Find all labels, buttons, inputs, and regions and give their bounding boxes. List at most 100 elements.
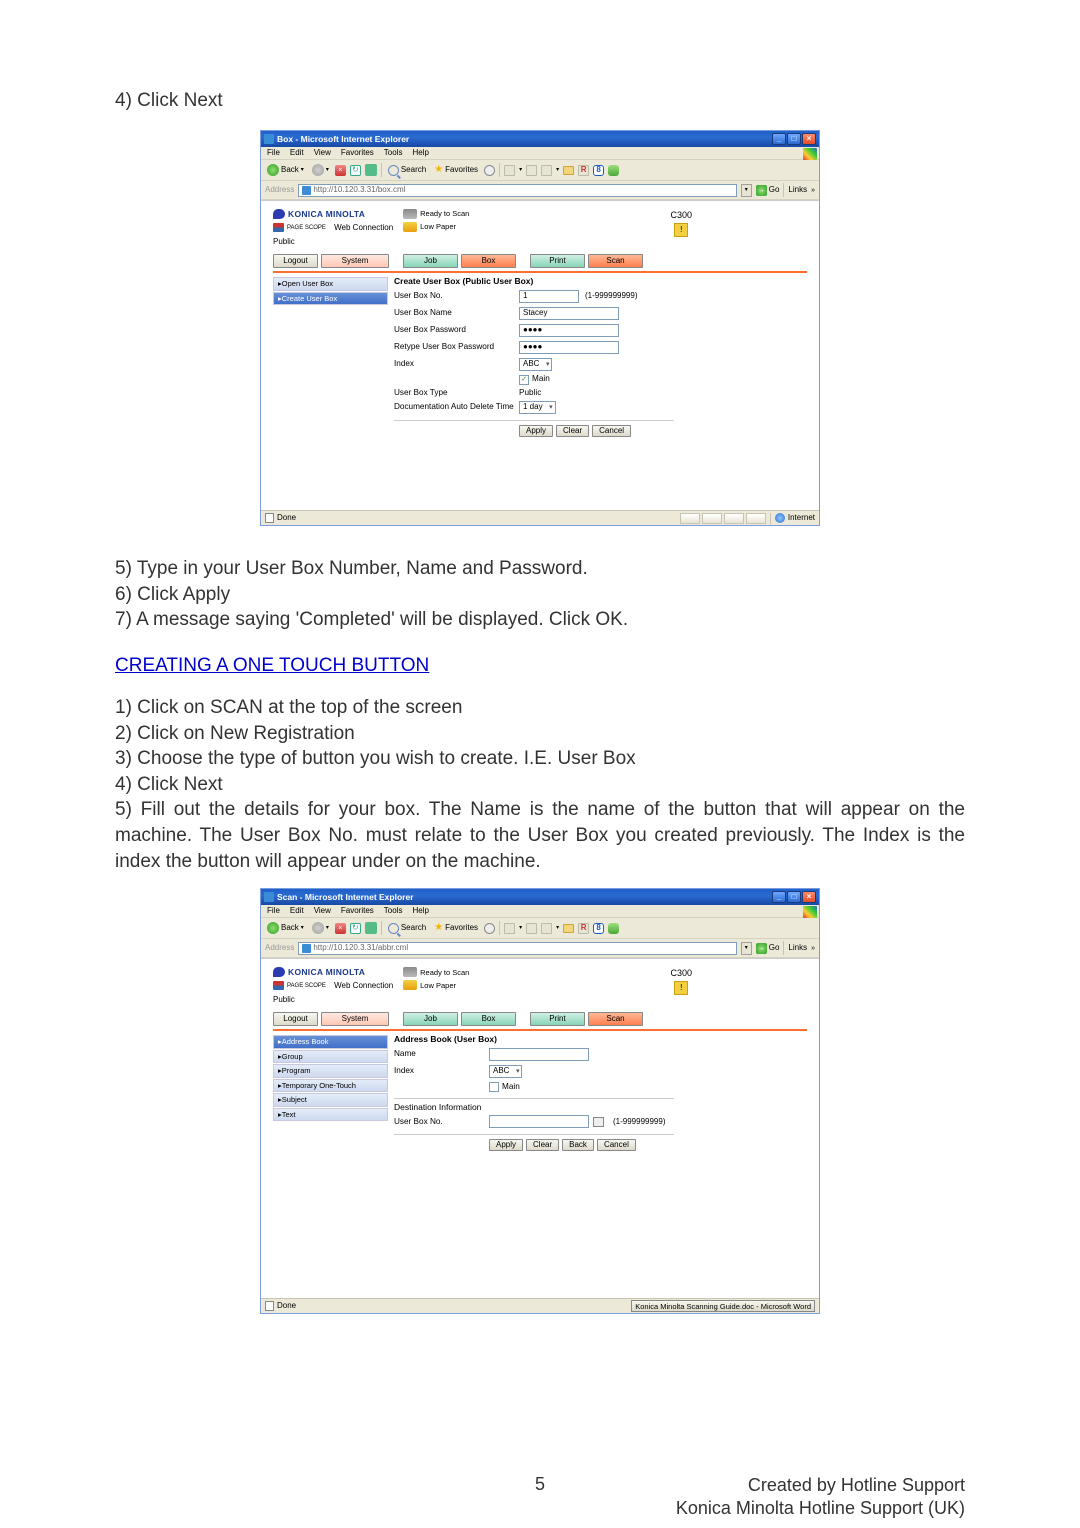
section-heading: CREATING A ONE TOUCH BUTTON [115,655,965,677]
mail-icon[interactable] [504,165,515,176]
home-icon[interactable] [365,164,377,176]
tab-job[interactable]: Job [403,1012,458,1026]
address-dropdown[interactable]: ▾ [741,942,752,955]
cancel-button[interactable]: Cancel [592,425,631,437]
search-button[interactable]: Search [386,922,428,935]
print-icon[interactable] [526,165,537,176]
tab-job[interactable]: Job [403,254,458,268]
menu-edit[interactable]: Edit [290,149,304,157]
forward-button[interactable]: ▾ [310,921,331,935]
apply-button[interactable]: Apply [489,1139,523,1151]
forward-button[interactable]: ▾ [310,163,331,177]
refresh-icon[interactable]: ↻ [350,165,361,176]
history-icon[interactable] [484,923,495,934]
input-box-name[interactable]: Stacey [519,307,619,320]
folder-icon[interactable] [563,924,574,933]
maximize-button[interactable]: □ [787,133,801,145]
select-index[interactable]: ABC [519,358,552,371]
clear-button[interactable]: Clear [556,425,589,437]
home-icon[interactable] [365,922,377,934]
tab-box[interactable]: Box [461,1012,516,1026]
search-button[interactable]: Search [386,164,428,177]
close-button[interactable]: × [802,133,816,145]
sidebar-group[interactable]: ▸Group [273,1050,388,1064]
minimize-button[interactable]: _ [772,891,786,903]
select-deltime[interactable]: 1 day [519,401,556,414]
tab-print[interactable]: Print [530,1012,585,1026]
edit-icon[interactable] [541,923,552,934]
links-label[interactable]: Links [788,186,807,194]
favorites-button[interactable]: ★Favorites [432,922,480,934]
refresh-icon[interactable]: ↻ [350,923,361,934]
back-button[interactable]: Back▾ [265,163,306,177]
menu-file[interactable]: File [267,149,280,157]
logout-button[interactable]: Logout [273,254,318,268]
links-label[interactable]: Links [788,944,807,952]
sidebar-create-user-box[interactable]: ▸Create User Box [273,292,388,306]
menu-edit[interactable]: Edit [290,907,304,915]
logout-button[interactable]: Logout [273,1012,318,1026]
input-box-pwd[interactable]: ●●●● [519,324,619,337]
sidebar-text[interactable]: ▸Text [273,1108,388,1122]
system-button[interactable]: System [321,254,389,268]
input-name[interactable] [489,1048,589,1061]
favorites-button[interactable]: ★Favorites [432,164,480,176]
tab-scan[interactable]: Scan [588,1012,643,1026]
menu-view[interactable]: View [314,907,331,915]
menu-tools[interactable]: Tools [384,907,403,915]
go-button[interactable]: →Go [756,185,780,196]
menu-help[interactable]: Help [412,149,428,157]
folder-icon[interactable] [563,166,574,175]
discuss-icon[interactable]: 8 [593,923,604,934]
address-input[interactable]: http://10.120.3.31/abbr.cml [298,942,736,955]
sidebar-subject[interactable]: ▸Subject [273,1093,388,1107]
taskbar-doc[interactable]: Konica Minolta Scanning Guide.doc - Micr… [631,1300,815,1312]
sidebar-address-book[interactable]: ▸Address Book [273,1035,388,1049]
menu-file[interactable]: File [267,907,280,915]
cancel-button[interactable]: Cancel [597,1139,636,1151]
menu-favorites[interactable]: Favorites [341,149,374,157]
tab-scan[interactable]: Scan [588,254,643,268]
back-button[interactable]: Back [562,1139,594,1151]
checkbox-main[interactable] [489,1082,499,1092]
go-button[interactable]: →Go [756,943,780,954]
input-box-no[interactable] [489,1115,589,1128]
select-index[interactable]: ABC [489,1065,522,1078]
research-icon[interactable]: R [578,923,589,934]
messenger-icon[interactable] [608,165,619,176]
menu-favorites[interactable]: Favorites [341,907,374,915]
sidebar-temp-onetouch[interactable]: ▸Temporary One-Touch [273,1079,388,1093]
menu-view[interactable]: View [314,149,331,157]
minimize-button[interactable]: _ [772,133,786,145]
input-box-no[interactable]: 1 [519,290,579,303]
research-icon[interactable]: R [578,165,589,176]
sidebar-program[interactable]: ▸Program [273,1064,388,1078]
checkbox-main[interactable]: ✓ [519,375,529,385]
stop-icon[interactable]: × [335,165,346,176]
address-input[interactable]: http://10.120.3.31/box.cml [298,184,736,197]
tab-print[interactable]: Print [530,254,585,268]
sidebar-open-user-box[interactable]: ▸Open User Box [273,277,388,291]
back-button[interactable]: Back▾ [265,921,306,935]
close-button[interactable]: × [802,891,816,903]
model-name: C300 [670,969,692,978]
page-content: KONICA MINOLTA PAGE SCOPE Web Connection… [261,958,819,1298]
messenger-icon[interactable] [608,923,619,934]
menu-help[interactable]: Help [412,907,428,915]
input-box-repwd[interactable]: ●●●● [519,341,619,354]
mail-icon[interactable] [504,923,515,934]
stop-icon[interactable]: × [335,923,346,934]
apply-button[interactable]: Apply [519,425,553,437]
label-deltime: Documentation Auto Delete Time [394,403,519,411]
address-dropdown[interactable]: ▾ [741,184,752,197]
edit-icon[interactable] [541,165,552,176]
menu-tools[interactable]: Tools [384,149,403,157]
tab-box[interactable]: Box [461,254,516,268]
maximize-button[interactable]: □ [787,891,801,903]
discuss-icon[interactable]: 8 [593,165,604,176]
print-icon[interactable] [526,923,537,934]
history-icon[interactable] [484,165,495,176]
clear-button[interactable]: Clear [526,1139,559,1151]
system-button[interactable]: System [321,1012,389,1026]
lookup-icon[interactable] [593,1117,604,1127]
